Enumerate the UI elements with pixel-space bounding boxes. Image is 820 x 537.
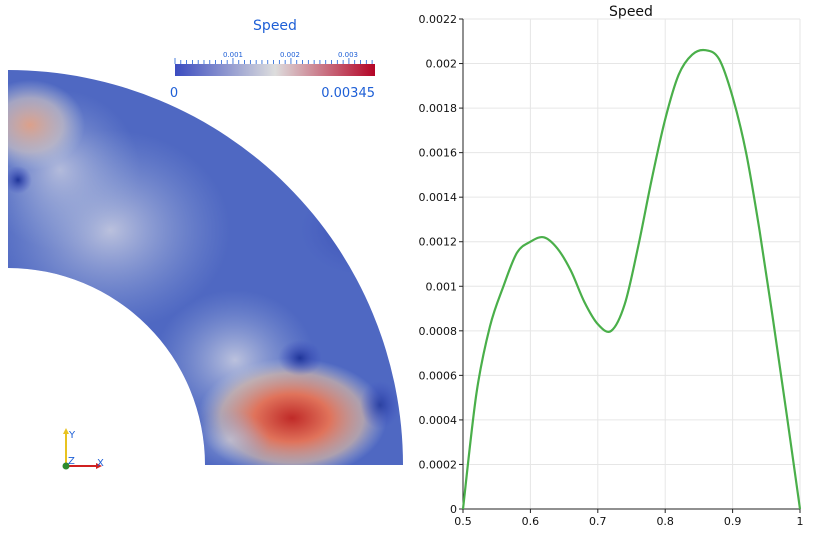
y-tick-label: 0.0014 xyxy=(419,191,458,204)
y-tick-label: 0.0018 xyxy=(419,102,458,115)
y-tick-label: 0 xyxy=(450,503,457,516)
series-line xyxy=(461,48,802,510)
chart-tick-labels: 0 0.0002 0.0004 0.0006 0.0008 0.001 0.0012 0.00… xyxy=(419,13,804,528)
color-legend-minor-label: 0.002 xyxy=(280,51,300,59)
y-tick-label: 0.002 xyxy=(426,58,458,71)
color-legend-bar xyxy=(175,64,375,76)
y-tick-label: 0.0004 xyxy=(419,414,458,427)
y-tick-label: 0.0002 xyxy=(419,458,458,471)
color-legend-ticks xyxy=(174,58,373,64)
y-tick-label: 0.0016 xyxy=(419,147,458,160)
color-legend-max-label: 0.00345 xyxy=(321,86,375,101)
y-tick-label: 0.0012 xyxy=(419,236,458,249)
y-tick-label: 0.0008 xyxy=(419,325,458,338)
chart-grid xyxy=(462,18,801,510)
color-legend-minor-label: 0.001 xyxy=(223,51,243,59)
chart-title: Speed xyxy=(609,4,653,20)
x-tick-label: 0.7 xyxy=(589,515,607,528)
chart-series xyxy=(461,48,802,510)
axis-z-label: Z xyxy=(68,456,75,467)
axis-y-label: Y xyxy=(68,430,76,441)
y-tick-label: 0.0006 xyxy=(419,369,458,382)
color-legend: Speed 0.001 0.002 0.003 0 0.00345 xyxy=(170,18,375,101)
x-tick-label: 0.6 xyxy=(522,515,540,528)
x-tick-label: 1 xyxy=(797,515,804,528)
color-legend-min-label: 0 xyxy=(170,86,178,101)
color-legend-title: Speed xyxy=(253,18,297,34)
speed-field xyxy=(8,70,403,465)
x-tick-label: 0.8 xyxy=(656,515,674,528)
orientation-axes: Y Z X xyxy=(62,428,104,470)
y-tick-label: 0.001 xyxy=(426,280,458,293)
render-view[interactable]: Speed 0.001 0.002 0.003 0 0.00345 Y Z X xyxy=(0,0,410,533)
color-legend-minor-label: 0.003 xyxy=(338,51,358,59)
y-tick-label: 0.0022 xyxy=(419,13,458,26)
line-chart-view[interactable]: Speed 0 0.0002 0.0004 0.0006 0.0008 0.001 0.00… xyxy=(410,0,820,533)
x-tick-label: 0.9 xyxy=(724,515,742,528)
x-tick-label: 0.5 xyxy=(454,515,472,528)
chart-axes xyxy=(459,18,801,513)
axis-x-label: X xyxy=(97,458,104,469)
